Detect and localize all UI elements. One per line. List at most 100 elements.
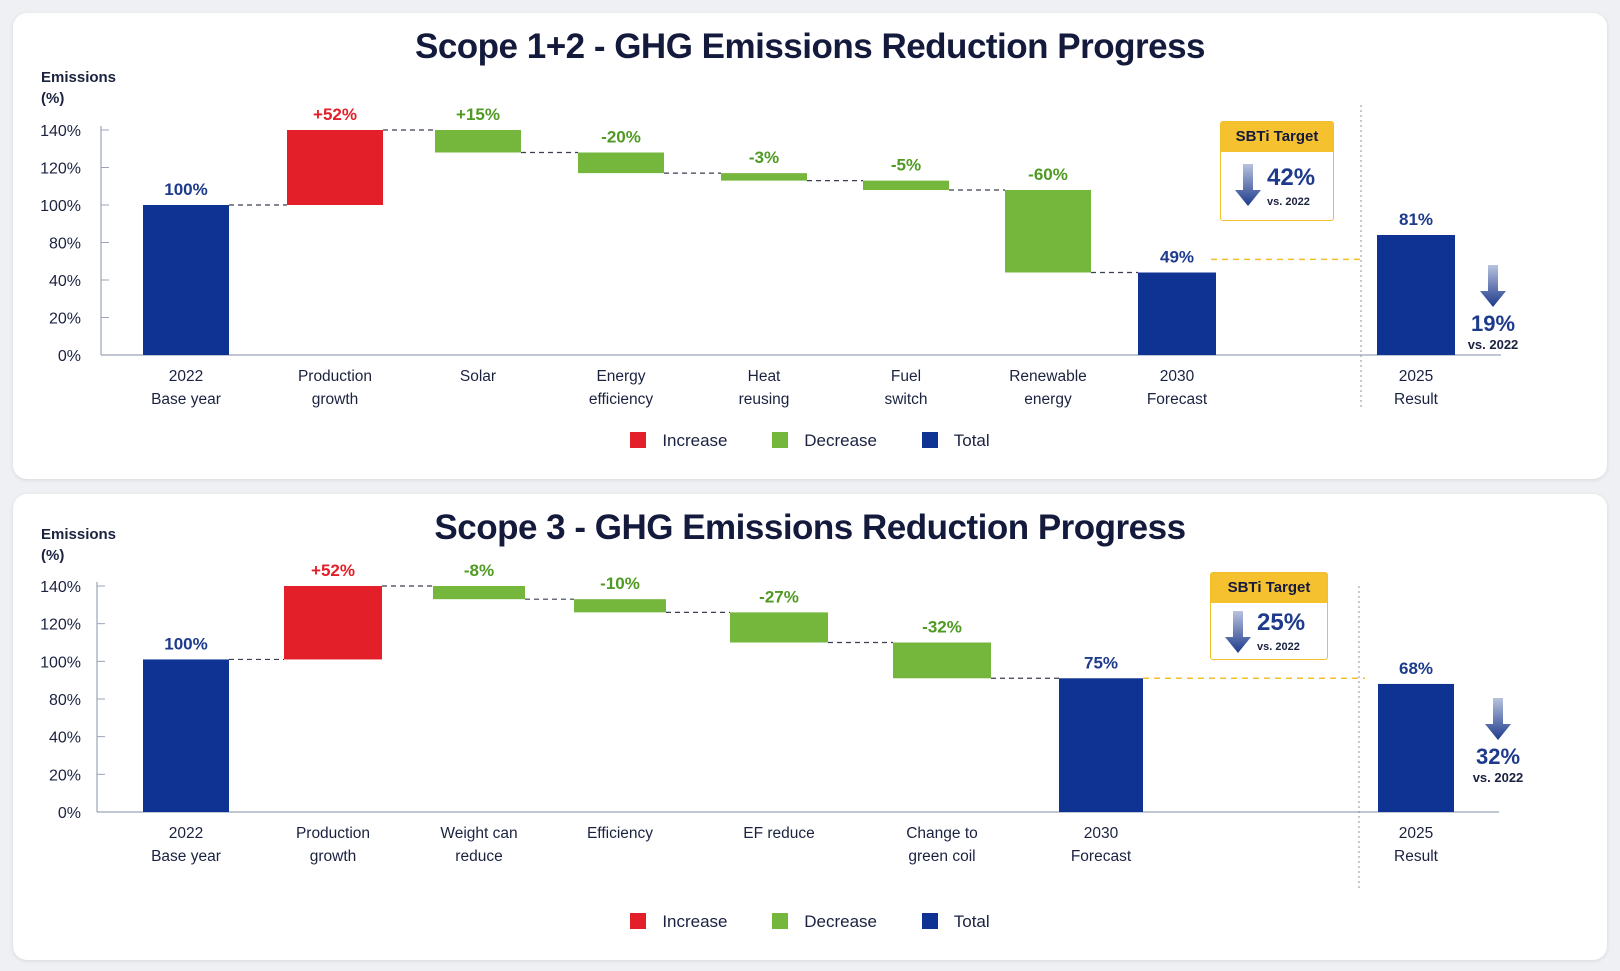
bar-value-label: 68% xyxy=(1399,659,1433,678)
bar-total xyxy=(143,659,229,812)
x-category-label: energy xyxy=(1024,391,1072,408)
sbti-target-box: SBTi Target 25% vs. 2022 xyxy=(1210,572,1328,660)
y-tick-label: 120% xyxy=(40,617,81,634)
x-category-label: EF reduce xyxy=(743,825,815,842)
bar-increase xyxy=(284,586,382,660)
sbti-target-baseline: vs. 2022 xyxy=(1257,641,1300,653)
bar-total xyxy=(1138,272,1216,355)
y-tick-label: 100% xyxy=(40,654,81,671)
y-tick-label: 20% xyxy=(49,767,81,784)
x-category-label: Base year xyxy=(151,391,221,408)
bar-value-label: +52% xyxy=(313,105,357,124)
x-category-label: growth xyxy=(310,848,357,865)
bar-value-label: 100% xyxy=(164,180,207,199)
bar-decrease xyxy=(574,599,666,613)
waterfall-chart: 0% 20% 40% 80% 100% 120% 140% 100% 2022 Base year… xyxy=(40,105,1501,408)
x-category-label: Result xyxy=(1394,848,1439,865)
y-axis-label: Emissions (%) xyxy=(41,69,117,107)
result-reduction-note: 32% vs. 2022 xyxy=(1463,698,1533,785)
bar-value-label: -60% xyxy=(1028,165,1068,184)
result-reduction-percent: 19% xyxy=(1470,311,1516,336)
y-tick-label: 40% xyxy=(49,273,81,290)
x-category-label: 2022 xyxy=(169,825,203,842)
down-arrow-icon xyxy=(1485,698,1511,740)
x-category-label: Efficiency xyxy=(587,825,653,842)
legend-item-total: Total xyxy=(921,912,990,932)
bar-total xyxy=(1059,678,1143,812)
result-reduction-baseline: vs. 2022 xyxy=(1467,337,1519,352)
sbti-target-percent: 42% xyxy=(1267,164,1316,191)
x-category-label: Change to xyxy=(906,825,978,842)
bar-value-label: 81% xyxy=(1399,210,1433,229)
x-category-label: reduce xyxy=(455,848,502,865)
y-tick-label: 80% xyxy=(49,692,81,709)
x-category-label: Forecast xyxy=(1147,391,1208,408)
bar-value-label: 100% xyxy=(164,634,207,653)
scope12-chart-panel: Scope 1+2 - GHG Emissions Reduction Prog… xyxy=(13,13,1607,479)
chart-legend: Increase Decrease Total xyxy=(13,912,1607,932)
x-category-label: green coil xyxy=(908,848,975,865)
x-category-label: efficiency xyxy=(589,391,654,408)
legend-item-increase: Increase xyxy=(630,912,728,932)
bar-value-label: 75% xyxy=(1084,653,1118,672)
sbti-target-percent: 25% xyxy=(1257,609,1306,636)
legend-item-decrease: Decrease xyxy=(772,431,877,451)
down-arrow-icon xyxy=(1225,611,1251,653)
bar-increase xyxy=(287,130,383,205)
legend-item-total: Total xyxy=(921,431,990,451)
bar-decrease xyxy=(435,130,521,153)
sbti-target-baseline: vs. 2022 xyxy=(1267,196,1310,208)
x-category-label: Heat xyxy=(748,368,781,385)
x-category-label: Solar xyxy=(460,368,496,385)
scope3-chart-panel: Scope 3 - GHG Emissions Reduction Progre… xyxy=(13,494,1607,960)
down-arrow-icon xyxy=(1235,164,1261,206)
result-reduction-baseline: vs. 2022 xyxy=(1472,770,1524,785)
result-reduction-note: 19% vs. 2022 xyxy=(1463,265,1523,352)
bar-value-label: +52% xyxy=(311,561,355,580)
x-category-label: Weight can xyxy=(440,825,517,842)
y-tick-label: 20% xyxy=(49,311,81,328)
y-tick-label: 0% xyxy=(58,805,81,822)
y-tick-label: 0% xyxy=(58,348,81,365)
bar-decrease xyxy=(863,180,949,190)
bar-decrease xyxy=(721,173,807,181)
x-category-label: Base year xyxy=(151,848,221,865)
bar-value-label: +15% xyxy=(456,105,500,124)
bar-value-label: -32% xyxy=(922,618,962,637)
bar-value-label: -8% xyxy=(464,561,494,580)
chart-legend: Increase Decrease Total xyxy=(13,431,1607,451)
sbti-target-label: SBTi Target xyxy=(1211,573,1327,603)
waterfall-chart: 0% 20% 40% 80% 100% 120% 140% 100% 2022 Base year… xyxy=(40,561,1499,889)
y-tick-label: 80% xyxy=(49,236,81,253)
chart-title: Scope 1+2 - GHG Emissions Reduction Prog… xyxy=(414,27,1206,66)
x-category-label: Renewable xyxy=(1009,368,1087,385)
sbti-target-box: SBTi Target 42% vs. 2022 xyxy=(1220,121,1334,221)
bar-decrease xyxy=(1005,190,1091,273)
x-category-label: switch xyxy=(884,391,927,408)
bar-decrease xyxy=(893,642,991,679)
bar-total xyxy=(1377,235,1455,355)
bar-total xyxy=(1378,683,1454,812)
y-tick-label: 100% xyxy=(40,198,81,215)
x-category-label: 2025 xyxy=(1399,825,1433,842)
bar-value-label: 49% xyxy=(1160,248,1194,267)
bar-value-label: -3% xyxy=(749,148,779,167)
down-arrow-icon xyxy=(1480,265,1506,307)
x-category-label: Energy xyxy=(596,368,645,385)
legend-item-decrease: Decrease xyxy=(772,912,877,932)
x-category-label: Production xyxy=(298,368,372,385)
x-category-label: reusing xyxy=(739,391,790,408)
y-tick-label: 140% xyxy=(40,123,81,140)
bar-value-label: -5% xyxy=(891,156,921,175)
legend-item-increase: Increase xyxy=(630,431,728,451)
x-category-label: growth xyxy=(312,391,359,408)
bar-decrease xyxy=(433,586,525,600)
y-axis-label: Emissions (%) xyxy=(41,526,117,564)
x-category-label: 2030 xyxy=(1084,825,1119,842)
x-category-label: 2022 xyxy=(169,368,203,385)
bar-value-label: -20% xyxy=(601,128,641,147)
y-tick-label: 40% xyxy=(49,730,81,747)
bar-value-label: -10% xyxy=(600,574,640,593)
x-category-label: Production xyxy=(296,825,370,842)
bar-value-label: -27% xyxy=(759,587,799,606)
